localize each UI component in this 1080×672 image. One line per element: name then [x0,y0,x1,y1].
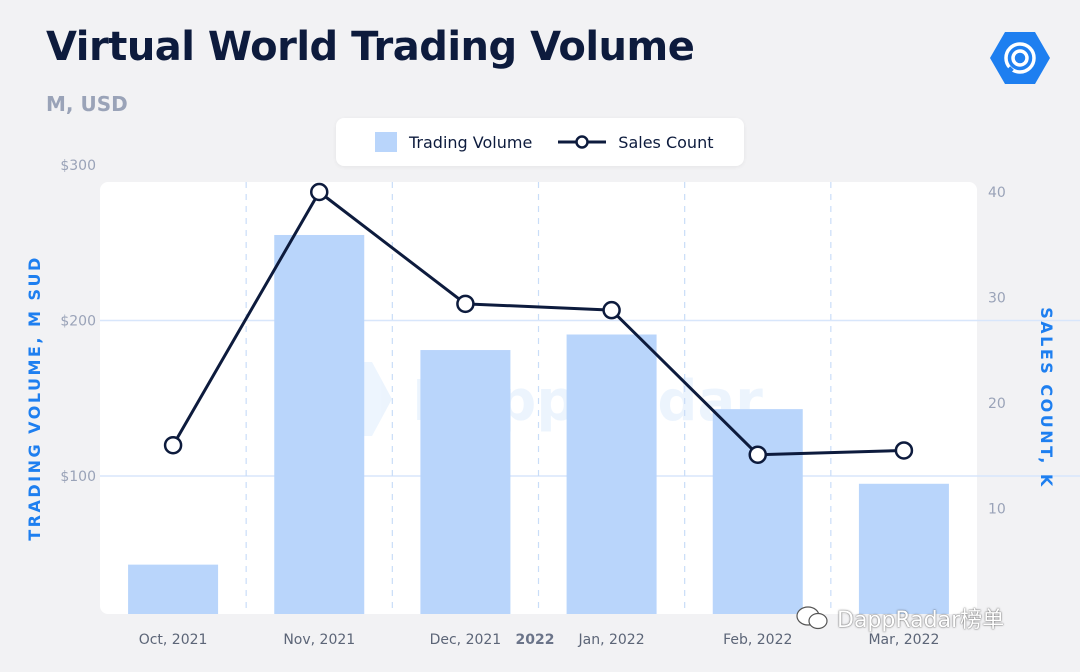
legend-bar-label: Trading Volume [409,132,533,152]
y2-tick-label-2: 30 [988,291,1006,307]
legend-item-sales-count: Sales Count [532,133,713,152]
line-point-2 [456,294,475,314]
bar-4 [712,409,803,614]
legend-line-marker [558,135,607,149]
bar-2 [420,350,511,614]
bar-1 [274,234,365,614]
legend-bar-swatch [375,132,397,152]
y-axis-title: TRADING VOLUME, M SUD [25,255,44,541]
x-tick-label-4: Feb, 2022 [723,632,792,648]
line-point-5 [894,441,914,460]
year-label: 2022 [516,632,555,648]
legend-line-label: Sales Count [618,132,714,152]
line-point-1 [310,182,329,202]
bar-3 [566,334,657,614]
plot-background [100,182,977,614]
bar-0 [128,564,219,614]
x-tick-label-5: Mar, 2022 [868,632,939,648]
footer-tag-text: DappRadar榜单 [837,608,1005,633]
watermark-text: DappRadar [412,369,763,434]
chart-legend: Trading Volume Sales Count [336,118,744,166]
x-tick-label-0: Oct, 2021 [139,632,208,648]
sales-count-line [171,190,904,457]
watermark: DappRadar [310,362,763,436]
chat-bubble-icon [796,606,828,630]
legend-item-trading-volume: Trading Volume [336,132,532,152]
x-tick-label-2: Dec, 2021 [430,632,502,648]
y2-tick-label-3: 40 [988,185,1006,201]
line-point-3 [602,300,621,320]
line-point-4 [748,445,767,464]
y-tick-label-0: $100 [60,469,96,485]
line-point-0 [163,435,183,455]
x-tick-label-3: Jan, 2022 [578,632,645,648]
y-tick-label-2: $300 [60,158,96,174]
y-tick-label-1: $200 [60,314,96,330]
x-tick-label-1: Nov, 2021 [283,632,355,648]
y2-axis-title: SALES COUNT, K [1037,307,1056,489]
y2-tick-label-1: 20 [988,396,1006,412]
footer-tag: DappRadar榜单 [795,602,1004,634]
chart-subtitle: M, USD [46,92,128,116]
bar-5 [858,483,949,614]
y2-tick-label-0: 10 [988,502,1006,518]
dappradar-logo-icon [990,32,1050,84]
chart-title: Virtual World Trading Volume [46,24,695,70]
